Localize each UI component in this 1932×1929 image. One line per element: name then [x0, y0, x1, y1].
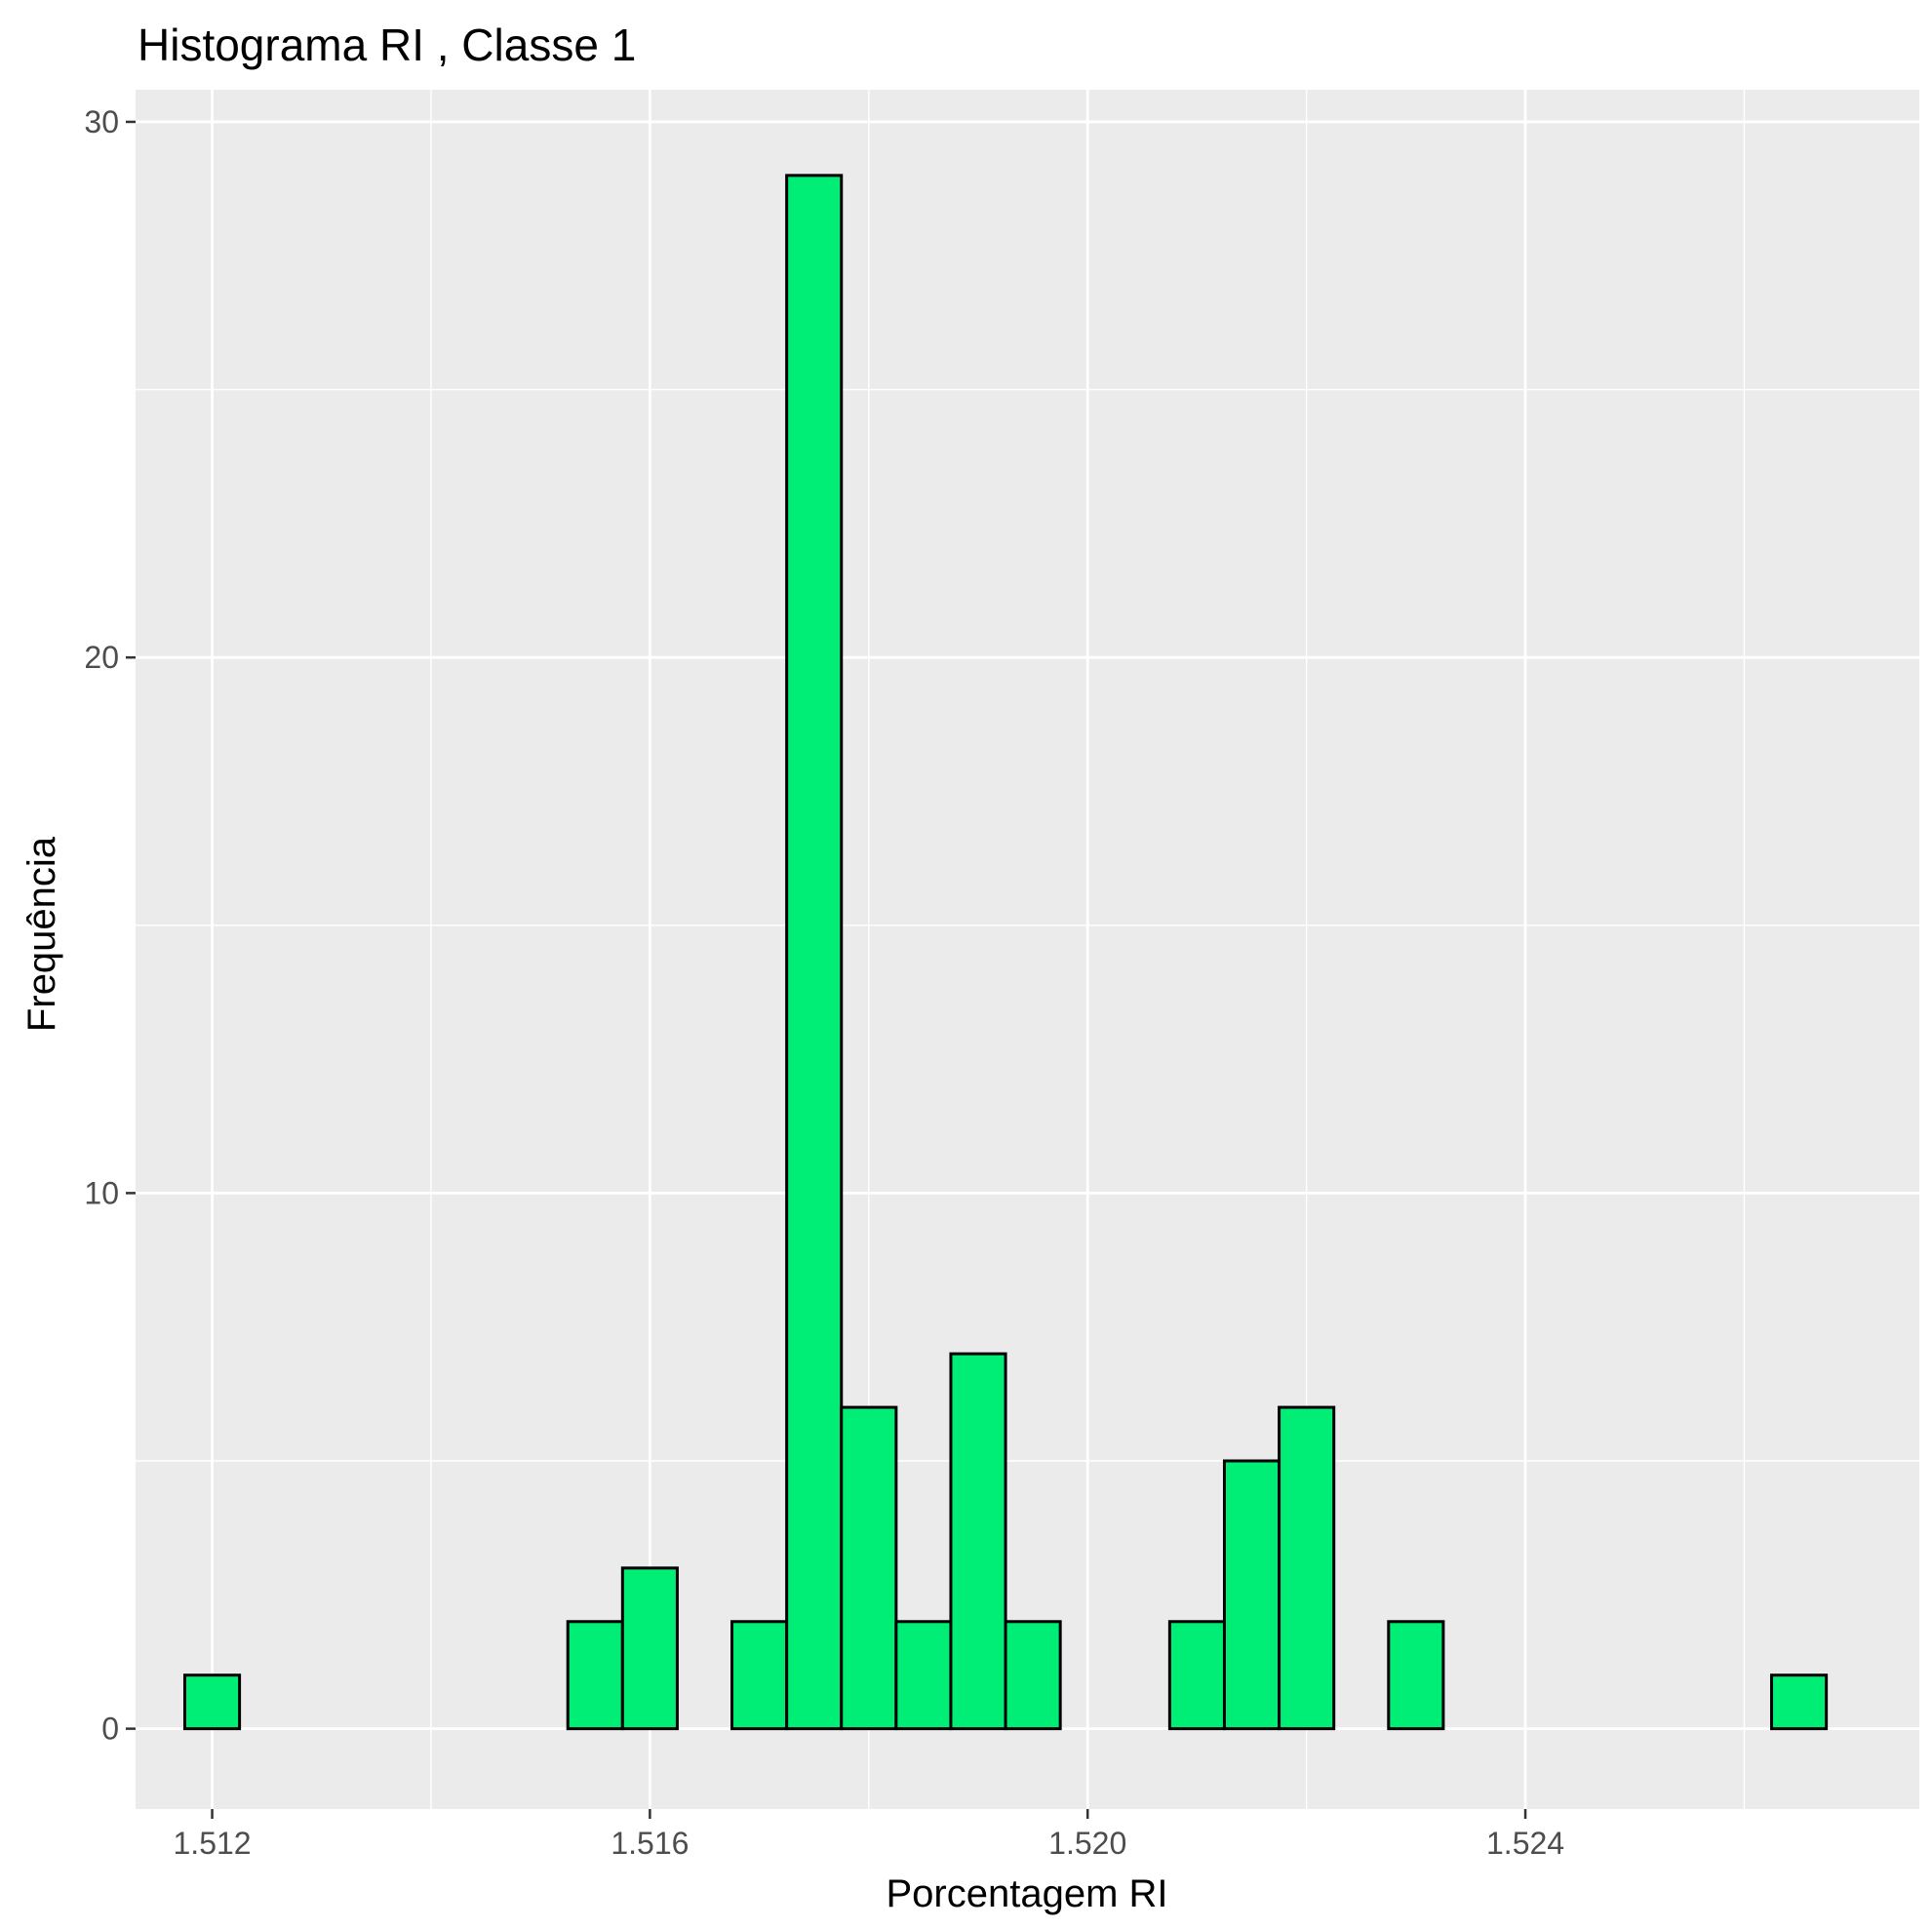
histogram-bar	[620, 1566, 679, 1731]
histogram-bar	[840, 1405, 898, 1731]
histogram-bar	[1167, 1620, 1226, 1731]
histogram-bar	[1222, 1459, 1281, 1731]
y-tick-label: 20	[84, 640, 119, 675]
x-tick-label: 1.524	[1486, 1826, 1564, 1861]
histogram-bar	[785, 174, 844, 1731]
histogram-bar	[894, 1620, 953, 1731]
x-tick-label: 1.520	[1048, 1826, 1126, 1861]
x-tick-label: 1.516	[611, 1826, 689, 1861]
y-tick-label: 10	[84, 1175, 119, 1210]
histogram-bar	[1278, 1405, 1336, 1731]
x-axis-title: Porcentagem RI	[886, 1872, 1167, 1915]
x-tick-label: 1.512	[174, 1826, 252, 1861]
histogram-bar	[949, 1352, 1007, 1731]
histogram-bar	[1770, 1673, 1829, 1731]
chart-title: Histograma RI , Classe 1	[138, 20, 636, 70]
histogram-bar	[182, 1673, 242, 1731]
histogram-bar	[1004, 1620, 1062, 1731]
y-axis: 0 10 20 30	[84, 104, 136, 1747]
histogram-bars	[182, 174, 1829, 1731]
y-axis-title: Frequência	[20, 836, 63, 1032]
grid-major	[136, 90, 1919, 1809]
histogram-bar	[730, 1620, 789, 1731]
histogram-bar	[1387, 1620, 1445, 1731]
panel-background	[136, 90, 1919, 1809]
y-tick-label: 0	[101, 1712, 119, 1747]
grid-minor	[136, 90, 1919, 1809]
x-axis: 1.512 1.516 1.520 1.524	[174, 1809, 1564, 1861]
y-tick-label: 30	[84, 104, 119, 139]
histogram-bar	[566, 1620, 624, 1731]
